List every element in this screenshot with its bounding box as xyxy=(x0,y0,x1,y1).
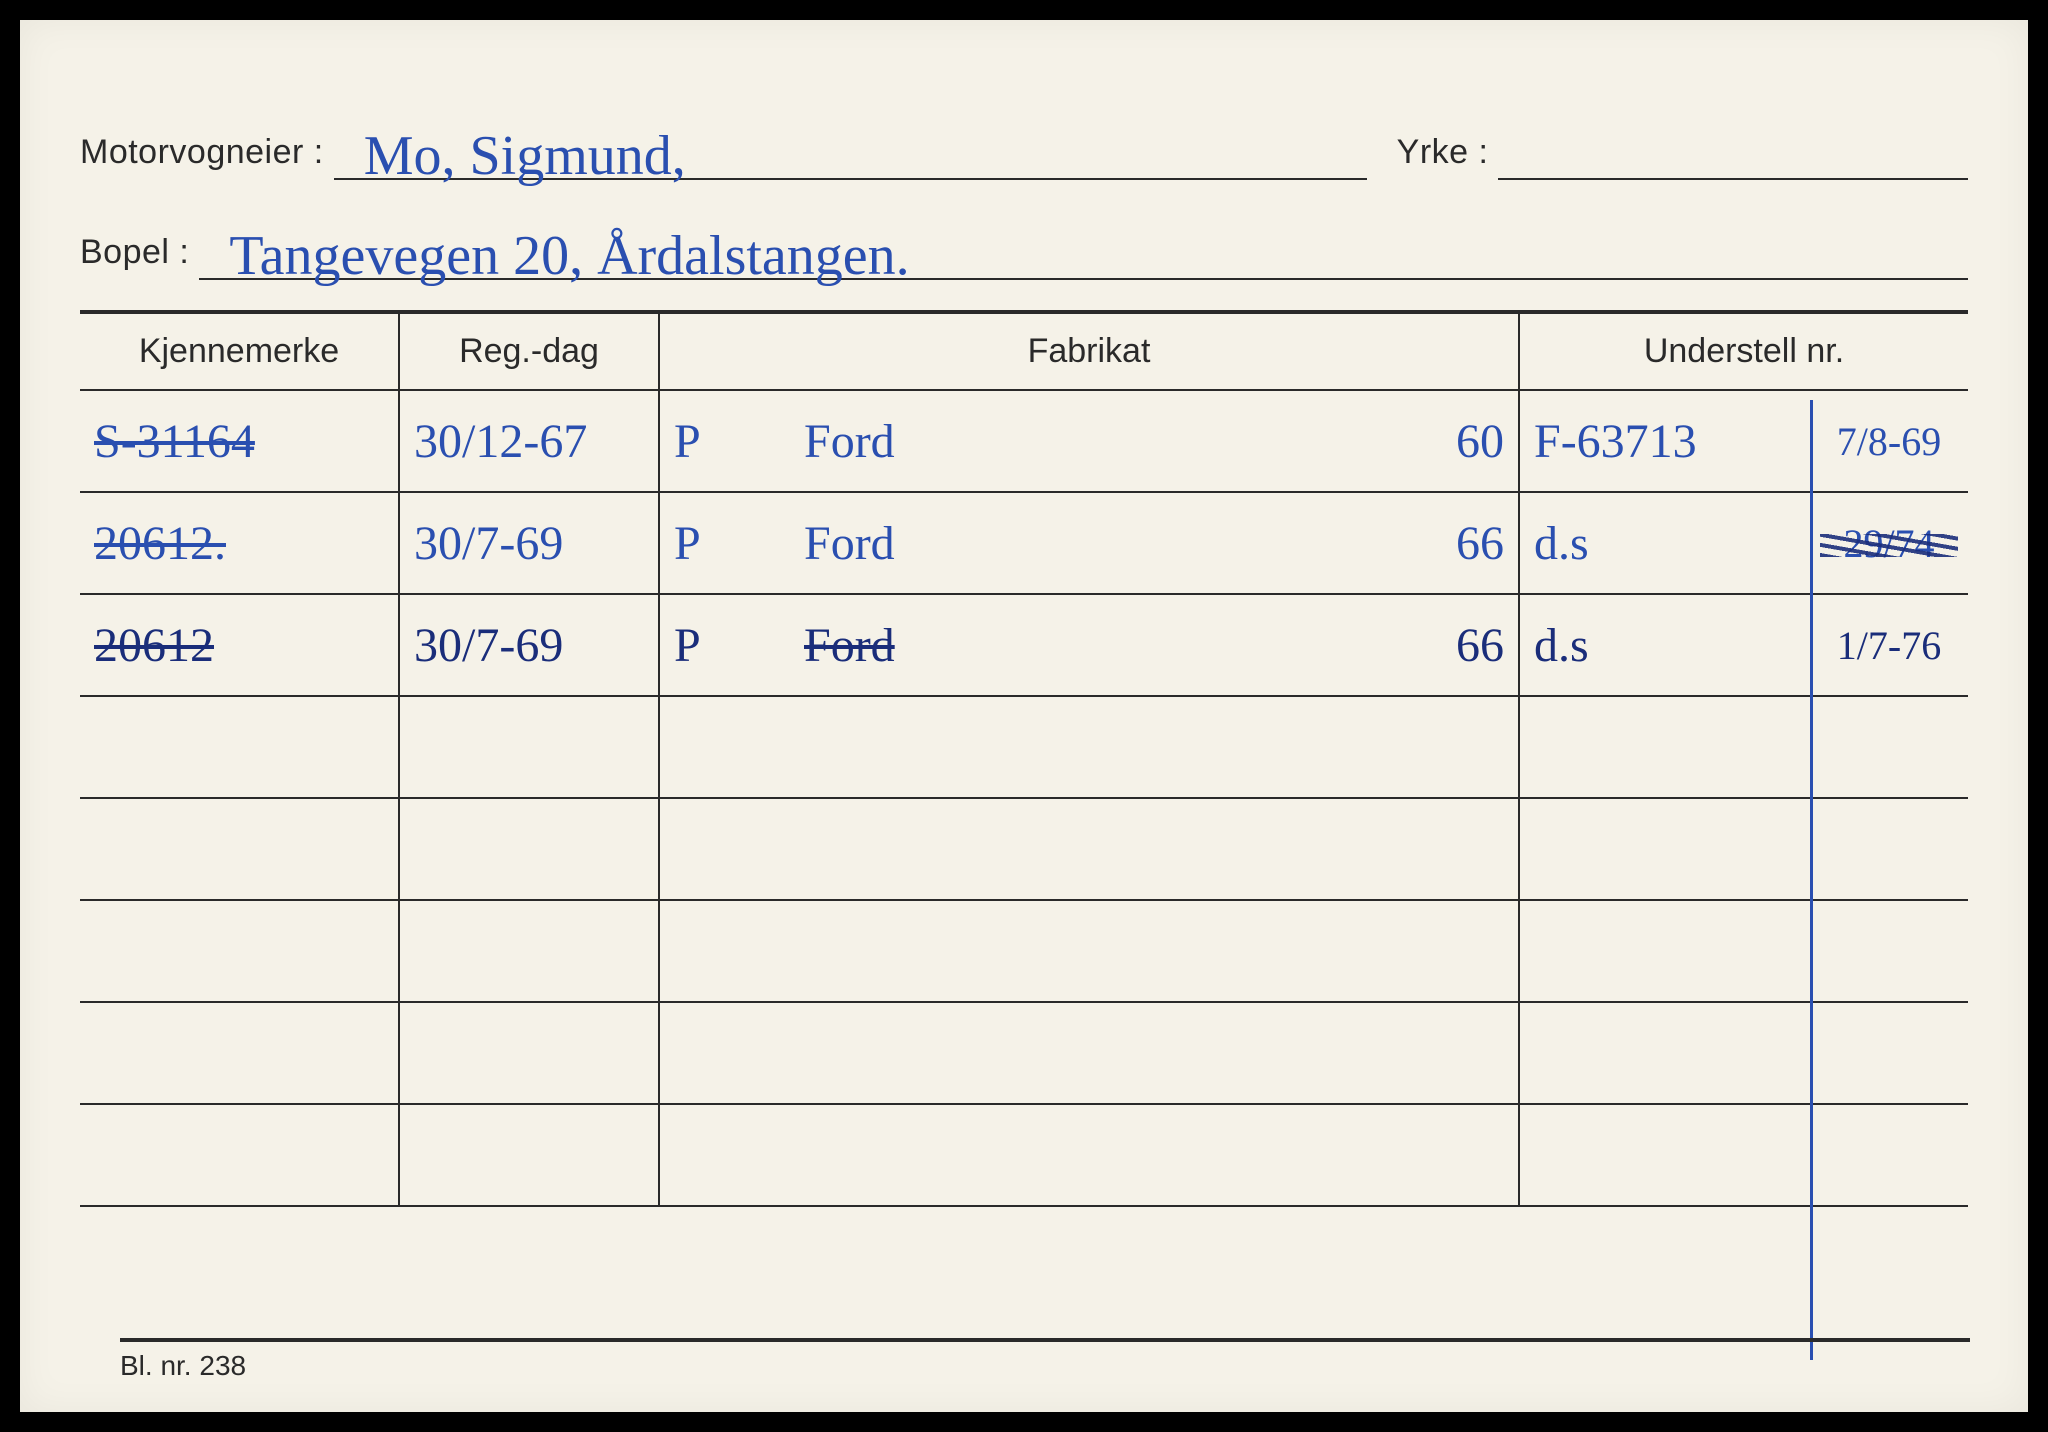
owner-line: Motorvogneier : Mo, Sigmund, Yrke : xyxy=(80,90,1968,180)
empty-cell xyxy=(1519,798,1968,900)
table-row: S-3116430/12-67PFord60F-637137/8-69 xyxy=(80,390,1968,492)
table-row-empty xyxy=(80,1002,1968,1104)
cell-fabrikat: PFord66 xyxy=(659,594,1519,696)
owner-field: Mo, Sigmund, xyxy=(334,108,1367,180)
reg-dag-value: 30/12-67 xyxy=(414,415,587,468)
cell-reg-dag: 30/7-69 xyxy=(399,492,659,594)
empty-cell xyxy=(1519,696,1968,798)
kjennemerke-value: 20612 xyxy=(94,619,214,672)
col-understell: Understell nr. xyxy=(1519,312,1968,390)
empty-cell xyxy=(659,900,1519,1002)
dereg-date: 7/8-69 xyxy=(1824,418,1954,465)
registration-table: Kjennemerke Reg.-dag Fabrikat Understell… xyxy=(80,310,1968,1207)
address-value: Tangevegen 20, Årdalstangen. xyxy=(229,224,909,288)
empty-cell xyxy=(80,1104,399,1206)
cell-reg-dag: 30/12-67 xyxy=(399,390,659,492)
fab-make: Ford xyxy=(724,516,1424,571)
cell-understell: d.s29/74 xyxy=(1519,492,1968,594)
empty-cell xyxy=(1519,1104,1968,1206)
empty-cell xyxy=(80,696,399,798)
empty-cell xyxy=(80,798,399,900)
empty-cell xyxy=(80,1002,399,1104)
owner-label: Motorvogneier : xyxy=(80,133,324,180)
empty-cell xyxy=(80,900,399,1002)
col-kjennemerke: Kjennemerke xyxy=(80,312,399,390)
occupation-field xyxy=(1498,108,1968,180)
address-label: Bopel : xyxy=(80,233,189,280)
reg-dag-value: 30/7-69 xyxy=(414,619,563,672)
fab-year: 60 xyxy=(1424,414,1504,469)
table-row: 2061230/7-69PFord66d.s1/7-76 xyxy=(80,594,1968,696)
empty-cell xyxy=(399,798,659,900)
fab-year: 66 xyxy=(1424,516,1504,571)
form-number: Bl. nr. 238 xyxy=(120,1338,1970,1382)
cell-kjennemerke: 20612 xyxy=(80,594,399,696)
cell-understell: F-637137/8-69 xyxy=(1519,390,1968,492)
cell-reg-dag: 30/7-69 xyxy=(399,594,659,696)
scanned-card: Motorvogneier : Mo, Sigmund, Yrke : Bope… xyxy=(20,20,2028,1412)
table-row-empty xyxy=(80,1104,1968,1206)
table-row: 20612.30/7-69PFord66d.s29/74 xyxy=(80,492,1968,594)
cell-fabrikat: PFord66 xyxy=(659,492,1519,594)
empty-cell xyxy=(659,798,1519,900)
table-row-empty xyxy=(80,798,1968,900)
empty-cell xyxy=(1519,1002,1968,1104)
fab-make: Ford xyxy=(724,618,1424,673)
dereg-date: 1/7-76 xyxy=(1824,622,1954,669)
cell-fabrikat: PFord60 xyxy=(659,390,1519,492)
kjennemerke-value: S-31164 xyxy=(94,415,255,468)
index-card: Motorvogneier : Mo, Sigmund, Yrke : Bope… xyxy=(80,80,1968,1352)
empty-cell xyxy=(399,1104,659,1206)
chassis-value: d.s xyxy=(1534,618,1824,673)
table-row-empty xyxy=(80,696,1968,798)
col-fabrikat: Fabrikat xyxy=(659,312,1519,390)
hand-vertical-rule xyxy=(1810,400,1813,1360)
cell-kjennemerke: S-31164 xyxy=(80,390,399,492)
address-field: Tangevegen 20, Årdalstangen. xyxy=(199,208,1968,280)
fab-type: P xyxy=(674,516,724,571)
cell-kjennemerke: 20612. xyxy=(80,492,399,594)
reg-dag-value: 30/7-69 xyxy=(414,517,563,570)
fab-type: P xyxy=(674,618,724,673)
table-header-row: Kjennemerke Reg.-dag Fabrikat Understell… xyxy=(80,312,1968,390)
empty-cell xyxy=(659,1002,1519,1104)
table-body: S-3116430/12-67PFord60F-637137/8-6920612… xyxy=(80,390,1968,1206)
address-line: Bopel : Tangevegen 20, Årdalstangen. xyxy=(80,190,1968,280)
fab-make: Ford xyxy=(724,414,1424,469)
fab-type: P xyxy=(674,414,724,469)
table-row-empty xyxy=(80,900,1968,1002)
empty-cell xyxy=(659,1104,1519,1206)
col-reg-dag: Reg.-dag xyxy=(399,312,659,390)
empty-cell xyxy=(399,1002,659,1104)
kjennemerke-value: 20612. xyxy=(94,517,226,570)
chassis-value: F-63713 xyxy=(1534,414,1824,469)
empty-cell xyxy=(659,696,1519,798)
owner-value: Mo, Sigmund, xyxy=(364,124,686,188)
chassis-value: d.s xyxy=(1534,516,1824,571)
dereg-date: 29/74 xyxy=(1824,520,1954,567)
occupation-label: Yrke : xyxy=(1397,133,1489,180)
empty-cell xyxy=(399,696,659,798)
cell-understell: d.s1/7-76 xyxy=(1519,594,1968,696)
empty-cell xyxy=(399,900,659,1002)
fab-year: 66 xyxy=(1424,618,1504,673)
empty-cell xyxy=(1519,900,1968,1002)
